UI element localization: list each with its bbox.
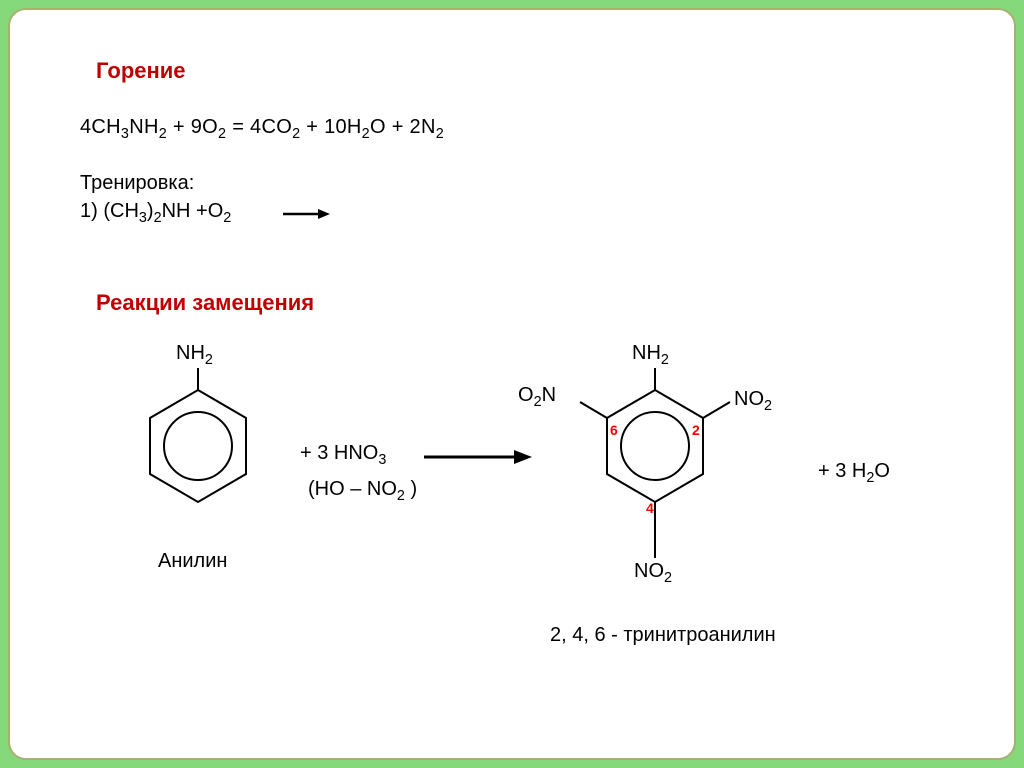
product-water: + 3 H2O (818, 460, 890, 486)
tna-nh2-label: NH2 (632, 342, 669, 368)
combustion-equation: 4CH3NH2 + 9O2 = 4CO2 + 10H2O + 2N2 (80, 116, 444, 142)
aniline-name: Анилин (158, 550, 227, 573)
tna-o2n-left: O2N (518, 384, 556, 410)
reagent-hno3: + 3 HNO3 (300, 442, 386, 468)
tna-ring (570, 368, 740, 564)
arrow-training (282, 207, 330, 221)
tna-name: 2, 4, 6 - тринитроанилин (550, 624, 776, 647)
training-label: Тренировка: (80, 172, 194, 195)
training-line: 1) (CH3)2NH +O2 (80, 200, 231, 226)
heading-substitution: Реакции замещения (96, 290, 314, 316)
aniline-ring (138, 368, 258, 518)
tna-pos-2: 2 (692, 422, 700, 438)
heading-combustion: Горение (96, 58, 186, 84)
tna-pos-6: 6 (610, 422, 618, 438)
reagent-ho-no2: (HO – NO2 ) (308, 478, 417, 504)
aniline-nh2-label: NH2 (176, 342, 213, 368)
tna-pos-4: 4 (646, 500, 654, 516)
slide-inner: Горение 4CH3NH2 + 9O2 = 4CO2 + 10H2O + 2… (8, 8, 1016, 760)
arrow-reaction (422, 448, 532, 466)
slide-outer: Горение 4CH3NH2 + 9O2 = 4CO2 + 10H2O + 2… (0, 0, 1024, 768)
